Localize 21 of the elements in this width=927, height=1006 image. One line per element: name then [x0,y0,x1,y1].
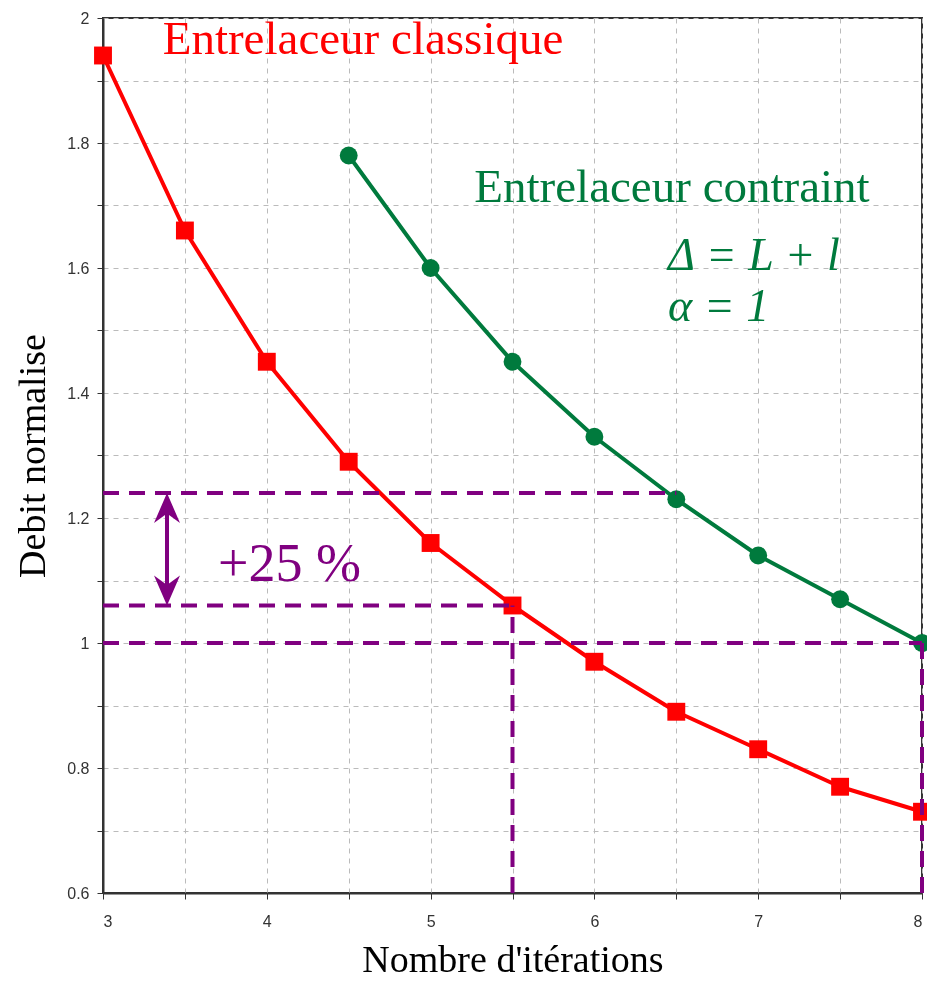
y-tick-label: 1 [80,634,90,652]
x-tick-label: 8 [913,912,923,930]
series-label: Entrelaceur contraint [474,160,870,212]
annotation: +25 % [218,533,361,593]
x-tick-label: 5 [426,912,436,930]
x-tick-label: 4 [262,912,272,930]
y-tick-label: 1.8 [67,134,90,152]
y-axis-title: Debit normalise [11,334,54,578]
y-tick-label: 1.2 [67,509,90,527]
y-tick-label: 0.6 [67,884,90,902]
annotation: Δ = L + l [666,229,840,280]
annotation: α = 1 [668,280,770,331]
x-axis-title: Nombre d'itérations [362,937,664,980]
x-tick-label: 6 [590,912,600,930]
y-tick-label: 1.4 [67,384,90,402]
y-tick-label: 0.8 [67,759,90,777]
x-tick-label: 3 [103,912,113,930]
y-tick-label: 2 [80,9,90,27]
x-tick-label: 7 [754,912,764,930]
y-tick-label: 1.6 [67,259,90,277]
series-label: Entrelaceur classique [162,12,564,64]
